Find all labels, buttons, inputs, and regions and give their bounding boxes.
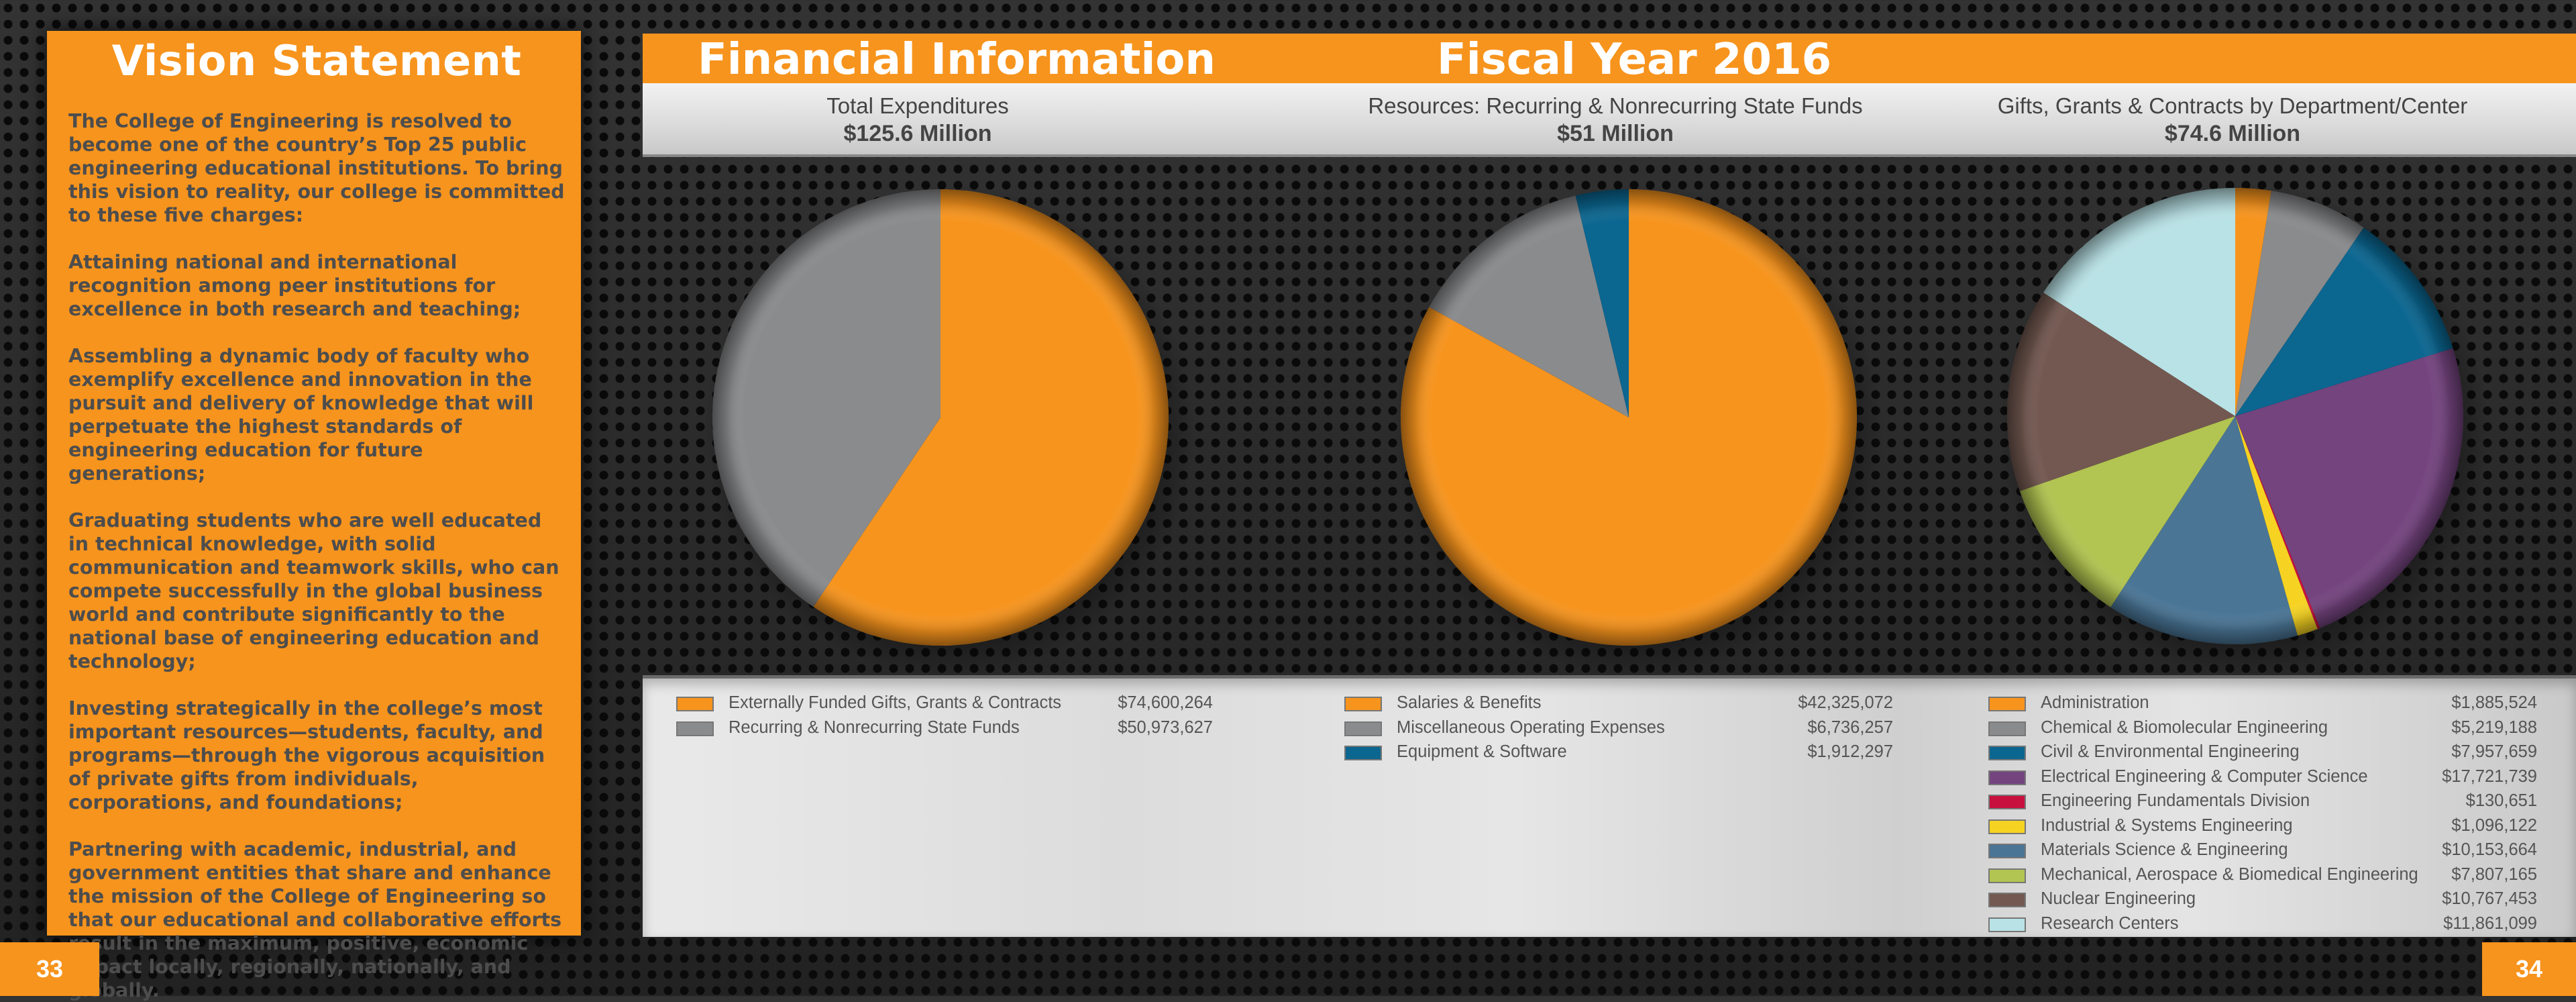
legend-item: Administration $1,885,524: [1988, 691, 2537, 715]
legend-value: $17,721,739: [2442, 766, 2537, 786]
chart-1-total: $125.6 Million: [843, 121, 992, 146]
legend-swatch: [1988, 795, 2026, 809]
chart-3-total: $74.6 Million: [2164, 121, 2301, 146]
legend-value: $6,736,257: [1807, 717, 1893, 737]
legend-value: $7,957,659: [2451, 742, 2537, 761]
legend-label: Salaries & Benefits: [1397, 693, 1542, 712]
legend-swatch: [1988, 868, 2026, 883]
legend-label: Research Centers: [2041, 913, 2179, 933]
vision-paragraph: Graduating students who are well educate…: [68, 509, 559, 672]
legend-value: $1,885,524: [2451, 693, 2537, 712]
chart-2-total: $51 Million: [1557, 121, 1674, 146]
legend-swatch: [1988, 746, 2026, 760]
pie-chart-gifts-by-department: [1999, 184, 2490, 675]
vision-paragraph: The College of Engineering is resolved t…: [68, 110, 565, 226]
legend-state-funds: Salaries & Benefits $42,325,072 Miscellane…: [1344, 691, 1893, 764]
legend-gifts-by-department: Administration $1,885,524 Chemical & Biomo…: [1988, 691, 2537, 936]
legend-item: Equipment & Software $1,912,297: [1344, 740, 1893, 764]
legend-swatch: [1988, 917, 2026, 932]
legend-label: Equipment & Software: [1397, 742, 1567, 761]
legend-value: $7,807,165: [2451, 864, 2537, 884]
legend-value: $50,973,627: [1118, 717, 1213, 737]
financial-information-title: Financial Information: [698, 35, 1216, 85]
legend-value: $10,767,453: [2442, 889, 2537, 908]
chart-2-title: Resources: Recurring & Nonrecurring Stat…: [1368, 93, 1863, 118]
legend-item: Nuclear Engineering $10,767,453: [1988, 887, 2537, 911]
vision-paragraph: Partnering with academic, industrial, an…: [68, 838, 562, 1001]
legend-value: $130,651: [2465, 791, 2537, 810]
page-number-left: 33: [0, 942, 99, 996]
legend-swatch: [1988, 893, 2026, 907]
legend-item: Miscellaneous Operating Expenses $6,736,2…: [1344, 715, 1893, 740]
legend-swatch: [1344, 721, 1382, 736]
legend-label: Mechanical, Aerospace & Biomedical Engin…: [2041, 864, 2418, 884]
legend-label: Materials Science & Engineering: [2041, 840, 2288, 859]
legend-item: Industrial & Systems Engineering $1,096,1…: [1988, 813, 2537, 838]
chart-1-heading: Total Expenditures $125.6 Million: [743, 93, 1092, 148]
legend-swatch: [1344, 697, 1382, 711]
legend-item: Engineering Fundamentals Division $130,65…: [1988, 789, 2537, 813]
legend-swatch: [1988, 770, 2026, 785]
pie-bevel: [1401, 189, 1857, 646]
vision-paragraph: Investing strategically in the college’s…: [68, 697, 545, 813]
legend-swatch: [1988, 721, 2026, 736]
fiscal-year-title: Fiscal Year 2016: [1437, 35, 1832, 85]
legend-label: Chemical & Biomolecular Engineering: [2041, 717, 2328, 737]
vision-paragraph: Attaining national and international rec…: [68, 251, 521, 320]
legend-swatch: [1344, 746, 1382, 760]
legend-label: Industrial & Systems Engineering: [2041, 815, 2293, 835]
legend-label: Civil & Environmental Engineering: [2041, 742, 2300, 761]
legend-label: Engineering Fundamentals Division: [2041, 791, 2310, 810]
legend-swatch: [1988, 697, 2026, 711]
legend-item: Materials Science & Engineering $10,153,6…: [1988, 838, 2537, 862]
pie-chart-state-funds: [1393, 185, 1884, 677]
legend-swatch: [1988, 819, 2026, 834]
legend-item: Civil & Environmental Engineering $7,957,…: [1988, 740, 2537, 764]
pie-chart-total-expenditures: [704, 185, 1195, 677]
chart-1-title: Total Expenditures: [826, 93, 1009, 118]
legend-swatch: [676, 697, 714, 711]
legend-item: Recurring & Nonrecurring State Funds $50,…: [676, 715, 1213, 740]
legend-item: Electrical Engineering & Computer Scienc…: [1988, 764, 2537, 789]
chart-subtitle-band: Total Expenditures $125.6 Million Resour…: [643, 83, 2576, 157]
legend-item: Chemical & Biomolecular Engineering $5,21…: [1988, 715, 2537, 740]
header-bar: Financial Information Fiscal Year 2016: [643, 34, 2576, 85]
chart-3-title: Gifts, Grants & Contracts by Department/…: [1997, 93, 2468, 118]
legend-value: $74,600,264: [1118, 693, 1213, 712]
pie-bevel: [2007, 188, 2463, 644]
legend-label: Electrical Engineering & Computer Scienc…: [2041, 766, 2368, 786]
vision-title: Vision Statement: [111, 36, 522, 85]
pie-bevel: [712, 189, 1169, 646]
legend-label: Externally Funded Gifts, Grants & Contra…: [729, 693, 1062, 712]
legend-value: $5,219,188: [2451, 717, 2537, 737]
legend-label: Nuclear Engineering: [2041, 889, 2196, 908]
legend-item: Salaries & Benefits $42,325,072: [1344, 691, 1893, 715]
legend-label: Administration: [2041, 693, 2149, 712]
chart-3-heading: Gifts, Grants & Contracts by Department/…: [1931, 93, 2534, 148]
vision-statement-panel: Vision Statement The College of Engineer…: [47, 31, 581, 1001]
vision-paragraph: Assembling a dynamic body of faculty who…: [68, 345, 534, 485]
legend-swatch: [1988, 844, 2026, 858]
legend-item: Research Centers $11,861,099: [1988, 911, 2537, 936]
legend-value: $42,325,072: [1798, 693, 1893, 712]
legend-value: $10,153,664: [2442, 840, 2537, 859]
legend-band: Externally Funded Gifts, Grants & Contra…: [643, 675, 2576, 937]
legend-item: Externally Funded Gifts, Grants & Contra…: [676, 691, 1213, 715]
legend-value: $11,861,099: [2443, 913, 2537, 933]
legend-item: Mechanical, Aerospace & Biomedical Engin…: [1988, 862, 2537, 887]
chart-2-heading: Resources: Recurring & Nonrecurring Stat…: [1313, 93, 1917, 148]
legend-swatch: [676, 721, 714, 736]
legend-label: Miscellaneous Operating Expenses: [1397, 717, 1665, 737]
legend-total-expenditures: Externally Funded Gifts, Grants & Contra…: [676, 691, 1213, 740]
legend-value: $1,912,297: [1807, 742, 1893, 761]
page-number-right: 34: [2482, 942, 2576, 996]
legend-label: Recurring & Nonrecurring State Funds: [729, 717, 1020, 737]
legend-value: $1,096,122: [2451, 815, 2537, 835]
